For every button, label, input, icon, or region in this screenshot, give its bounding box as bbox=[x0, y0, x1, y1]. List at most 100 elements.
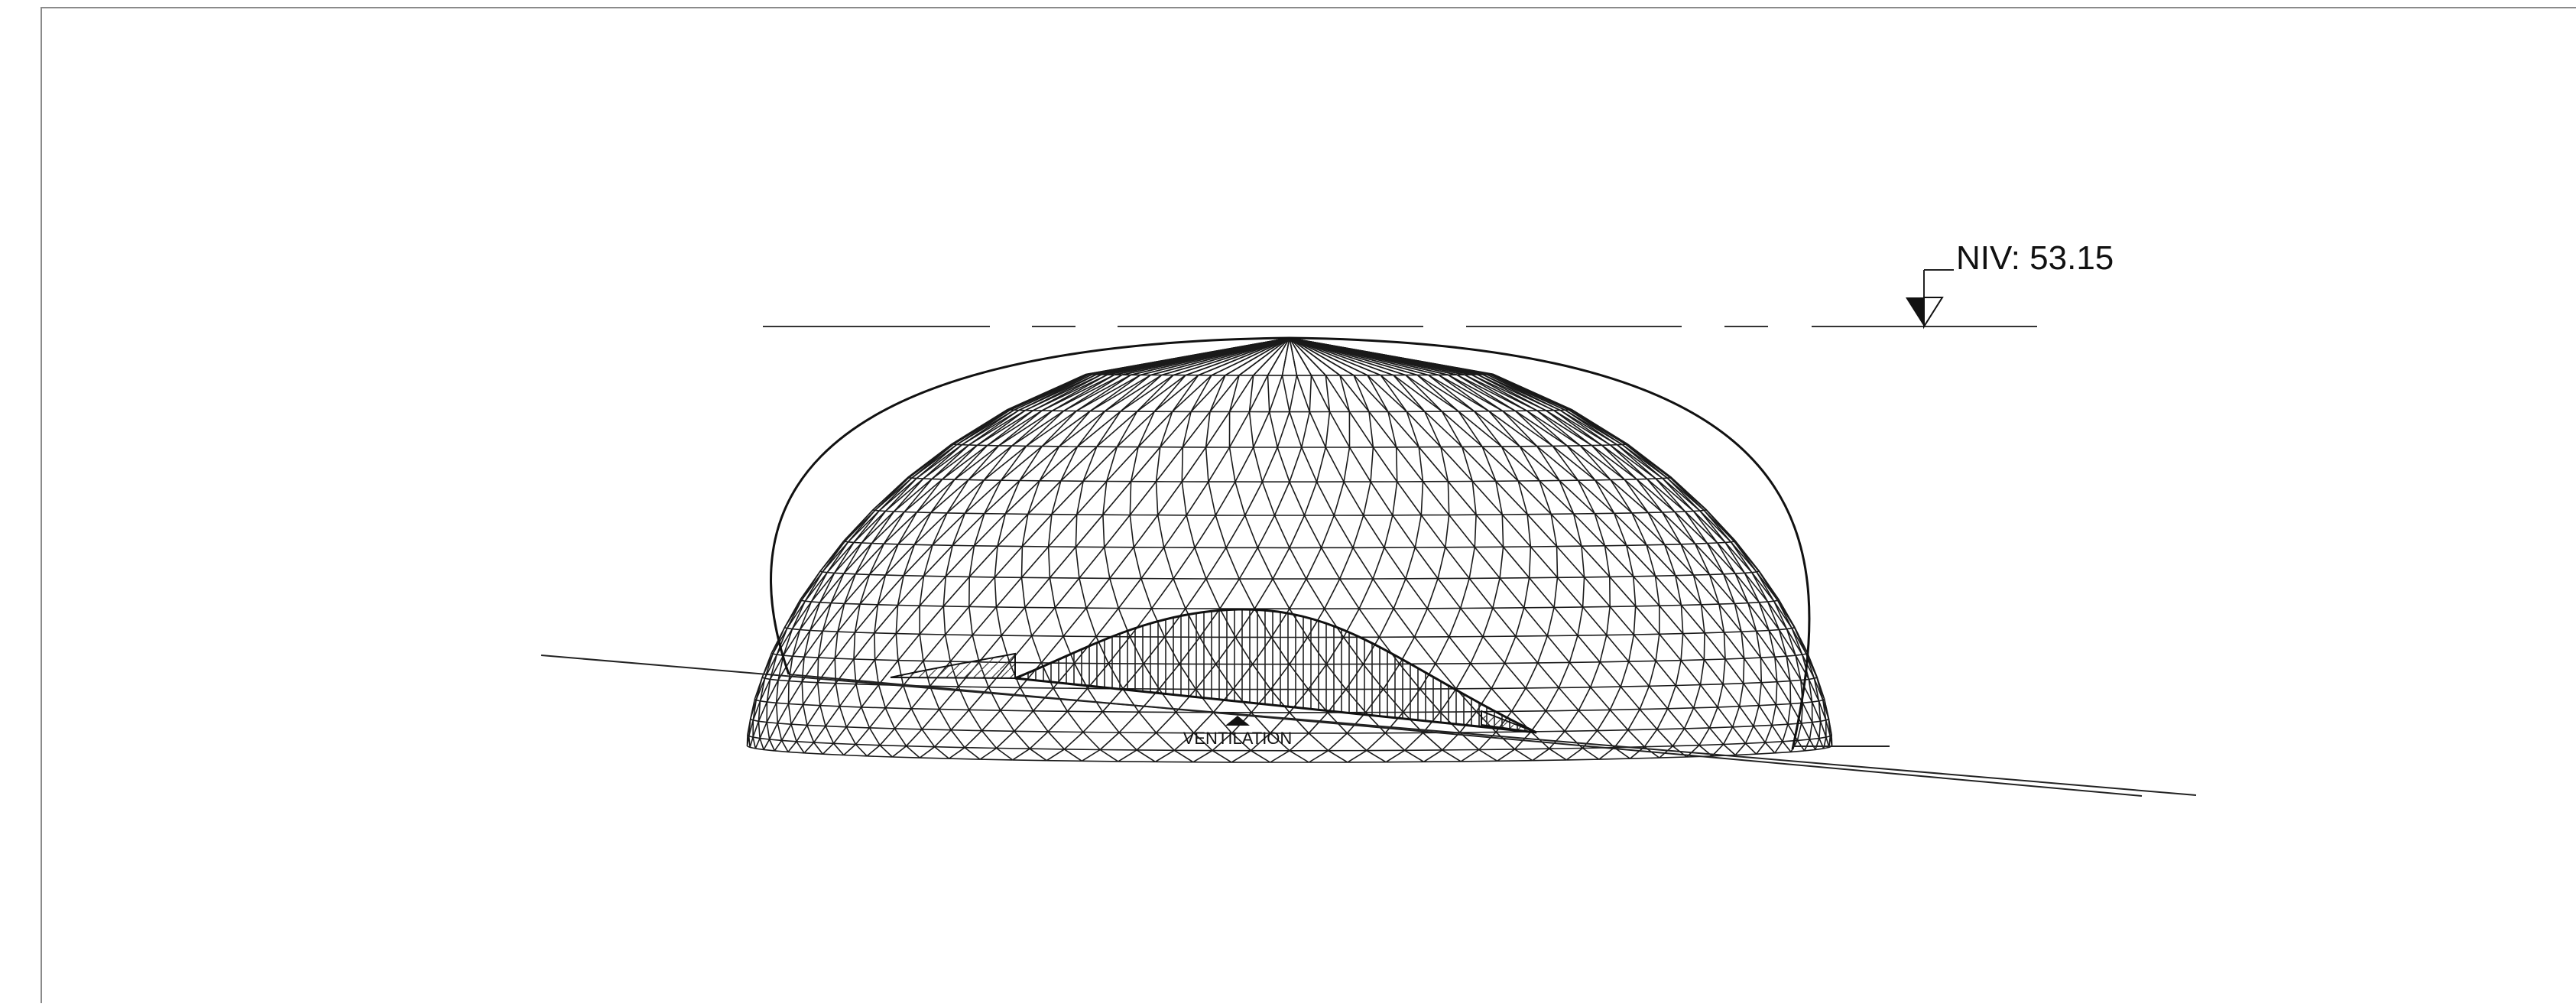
mesh-member bbox=[1118, 579, 1141, 609]
mesh-member bbox=[1067, 711, 1083, 732]
mesh-member bbox=[1118, 750, 1137, 762]
mesh-member bbox=[1809, 739, 1815, 749]
ventilation-label: VENTILATION bbox=[1183, 729, 1293, 748]
mesh-member bbox=[1427, 609, 1449, 637]
mesh-member bbox=[1559, 662, 1569, 687]
mesh-member bbox=[1103, 482, 1107, 515]
mesh-member bbox=[1502, 515, 1530, 547]
mesh-member bbox=[1629, 661, 1650, 686]
mesh-member bbox=[1578, 710, 1597, 731]
mesh-member bbox=[1621, 687, 1640, 710]
mesh-member bbox=[1748, 603, 1769, 631]
mesh-member bbox=[1682, 606, 1705, 633]
mesh-member bbox=[848, 542, 854, 543]
mesh-member bbox=[1257, 515, 1274, 547]
mesh-member bbox=[1406, 411, 1441, 447]
mesh-member bbox=[885, 708, 911, 709]
mesh-member bbox=[1533, 749, 1549, 761]
mesh-member bbox=[898, 634, 920, 660]
mesh-member bbox=[1251, 751, 1270, 762]
up-triangle-icon bbox=[1225, 716, 1250, 726]
mesh-member bbox=[1182, 447, 1205, 482]
mesh-member bbox=[1694, 511, 1700, 512]
mesh-member bbox=[1025, 607, 1032, 635]
mesh-member bbox=[796, 725, 807, 741]
mesh-member bbox=[943, 577, 969, 606]
mesh-member bbox=[767, 723, 769, 739]
mesh-member bbox=[1530, 547, 1531, 578]
mesh-member bbox=[1001, 710, 1014, 731]
mesh-member bbox=[996, 607, 1001, 635]
mesh-member bbox=[1158, 482, 1183, 515]
mesh-member bbox=[1512, 711, 1546, 712]
mesh-member bbox=[1103, 515, 1105, 547]
mesh-member bbox=[1760, 658, 1776, 682]
mesh-member bbox=[777, 723, 781, 741]
mesh-member bbox=[846, 707, 861, 727]
mesh-member bbox=[1061, 447, 1078, 481]
mesh-member bbox=[1761, 682, 1777, 683]
mesh-member bbox=[994, 546, 998, 577]
mesh-member bbox=[1137, 750, 1155, 762]
mesh-member bbox=[835, 632, 855, 658]
mesh-member bbox=[1780, 630, 1787, 657]
mesh-member bbox=[807, 725, 826, 726]
mesh-member bbox=[805, 601, 811, 602]
mesh-member bbox=[1049, 547, 1050, 578]
mesh-member bbox=[1086, 608, 1096, 636]
mesh-member bbox=[1157, 733, 1175, 750]
mesh-member bbox=[831, 603, 845, 604]
mesh-member bbox=[1559, 481, 1574, 515]
mesh-member bbox=[1646, 544, 1665, 545]
mesh-member bbox=[1235, 482, 1245, 515]
mesh-member bbox=[1583, 607, 1607, 635]
mesh-member bbox=[1105, 547, 1110, 579]
mesh-member bbox=[1226, 515, 1245, 547]
mesh-member bbox=[1405, 733, 1423, 750]
mesh-member bbox=[1461, 761, 1497, 762]
mesh-member bbox=[1283, 375, 1290, 412]
mesh-member bbox=[1245, 515, 1258, 547]
mesh-member bbox=[1425, 411, 1462, 447]
mesh-member bbox=[898, 512, 931, 544]
mesh-member bbox=[1701, 660, 1705, 685]
mesh-member bbox=[1110, 578, 1119, 608]
mesh-member bbox=[896, 634, 920, 635]
mesh-member bbox=[1386, 750, 1405, 762]
mesh-member bbox=[767, 703, 777, 722]
mesh-member bbox=[1493, 578, 1500, 608]
mesh-member bbox=[943, 577, 946, 606]
mesh-member bbox=[804, 753, 822, 754]
mesh-member bbox=[1350, 447, 1371, 482]
mesh-member bbox=[1209, 447, 1230, 482]
mesh-member bbox=[874, 606, 898, 633]
mesh-member bbox=[1086, 578, 1110, 608]
mesh-member bbox=[965, 480, 984, 513]
mesh-member bbox=[1393, 375, 1425, 412]
mesh-member bbox=[804, 742, 814, 753]
mesh-member bbox=[1699, 728, 1710, 746]
mesh-member bbox=[895, 729, 907, 746]
mesh-member bbox=[1032, 636, 1063, 637]
mesh-member bbox=[1610, 606, 1636, 607]
mesh-member bbox=[1791, 751, 1805, 752]
mesh-member bbox=[1683, 634, 1705, 660]
mesh-member bbox=[1022, 577, 1025, 607]
mesh-member bbox=[1780, 629, 1787, 630]
mesh-member bbox=[1634, 606, 1635, 635]
mesh-member bbox=[1138, 411, 1154, 447]
mesh-member bbox=[911, 709, 939, 710]
mesh-member bbox=[1559, 687, 1590, 688]
mesh-member bbox=[1779, 600, 1794, 628]
mesh-member bbox=[933, 545, 952, 546]
mesh-member bbox=[1373, 579, 1393, 609]
mesh-member bbox=[1317, 482, 1335, 515]
mesh-member bbox=[1685, 729, 1699, 746]
mesh-member bbox=[1734, 603, 1748, 604]
mesh-member bbox=[1448, 482, 1476, 515]
mesh-member bbox=[844, 543, 861, 573]
mesh-member bbox=[1347, 733, 1367, 751]
mesh-member bbox=[1020, 447, 1059, 481]
mesh-member bbox=[1040, 447, 1078, 481]
mesh-member bbox=[1649, 686, 1667, 709]
